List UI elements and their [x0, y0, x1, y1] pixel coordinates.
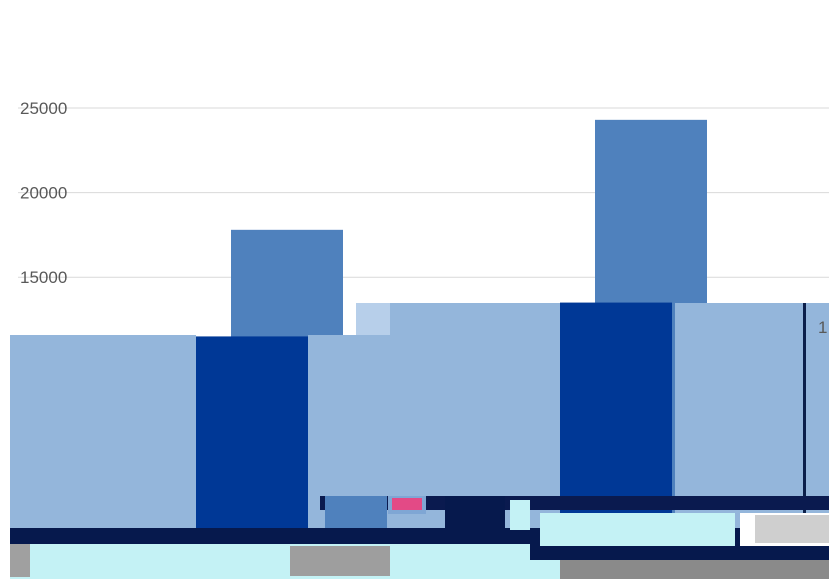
partial-data-label: 1: [818, 318, 827, 337]
y-tick-label: 25000: [20, 99, 67, 118]
artifact-block: [803, 303, 806, 531]
artifact-block: [445, 496, 505, 530]
artifact-block: [356, 303, 390, 335]
artifact-block: [10, 544, 530, 579]
artifact-block: [290, 546, 390, 576]
bar: [196, 336, 308, 531]
y-tick-label: 20000: [20, 184, 67, 203]
artifact-block: [530, 548, 829, 560]
y-tick-label: 15000: [20, 268, 67, 287]
artifact-block: [10, 544, 30, 577]
artifact-block: [755, 515, 829, 543]
artifact-block: [325, 496, 387, 530]
artifact-block: [392, 498, 422, 510]
artifact-block: [528, 560, 560, 579]
artifact-block: [540, 513, 735, 546]
artifact-block: [560, 560, 829, 579]
bar: [560, 302, 672, 531]
artifact-block: [510, 500, 530, 530]
artifact-block: [10, 335, 196, 531]
artifact-block: [0, 0, 10, 579]
